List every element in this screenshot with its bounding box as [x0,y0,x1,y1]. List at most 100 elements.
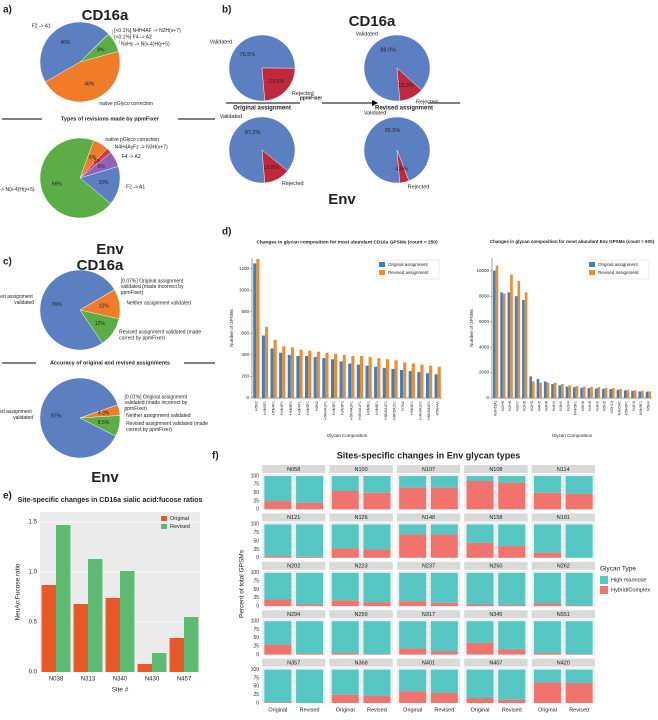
facet-label: N345 [489,612,502,618]
slice-name-label: [0.01%] Original assignment validated (m… [125,395,189,413]
bar [420,364,424,398]
facet-label: N191 [557,515,570,521]
bar [368,357,372,398]
facet-label: N420 [557,660,570,666]
slice-name-label: Rejected [282,181,304,187]
y-tick-label: 0 [256,604,259,610]
legend-box [586,259,650,280]
bar [500,292,503,398]
x-tick-label: H3N4F1 [298,401,302,415]
bar [322,358,326,398]
bar-segment [363,492,391,510]
legend-swatch [161,524,167,529]
bar [382,367,386,398]
x-tick-label: N2H6 [523,401,527,411]
bar [88,559,103,672]
bar-segment [296,502,324,510]
x-axis-label: Site # [112,687,129,694]
leader-line [112,30,114,38]
pie-slice [396,67,422,102]
bar-segment [331,694,359,703]
bar [408,371,412,398]
x-tick-label: Revised [367,707,387,713]
slice-value-label: 15% [99,180,110,186]
facet-strip [531,513,595,522]
bar-segment [331,491,359,510]
pie-slice [261,67,296,102]
bar-segment [565,653,593,655]
y-tick-label: 4000 [479,344,490,349]
bar [580,387,583,398]
bar-segment [331,652,359,655]
slice-value-label: 12% [95,321,106,327]
facet-label: N262 [557,564,570,570]
x-tick-label: H5N3F1 [410,401,414,415]
bar-segment [296,556,324,558]
bar-segment [331,669,359,695]
bar [633,390,637,398]
facet-strip [464,561,528,570]
y-tick-label: 100 [251,619,260,625]
bar [558,385,562,398]
bar [377,358,381,398]
bar-segment [399,648,427,655]
facet-strip [396,561,461,570]
bar-segment [533,572,561,604]
x-tick-label: Revised [300,707,320,713]
bar-segment [296,604,324,607]
bar-segment [430,476,458,488]
bar-segment [296,621,324,654]
bar-segment [331,548,359,558]
slice-value-label: 88.0% [380,48,396,54]
x-tick-label: N430 [145,677,160,683]
y-tick-label: 50 [253,684,259,690]
bar [287,354,291,398]
x-tick-label: N2H10 [610,401,614,413]
x-tick-label: N2H4 [566,401,570,411]
bar [359,356,364,398]
y-tick-label: 0.5 [29,620,38,626]
facet-strip [531,610,595,619]
bar-segment [533,652,561,655]
facet-strip [531,658,595,667]
leader-line [123,409,126,416]
heading: ppmFixer [300,95,323,101]
slice-name-label: Original & revised assignment validated [0,295,34,307]
bar-segment [264,599,292,607]
bar-segment [565,572,593,606]
x-tick-label: N2H9 [501,401,505,411]
x-tick-label: Revised [569,707,589,713]
bar-segment [331,476,359,492]
pie-slice [79,309,120,344]
panel-label: b) [222,5,231,16]
facet-strip [396,513,461,522]
bar [270,348,274,398]
y-tick-label: 75 [253,530,259,536]
bar-segment [498,649,526,655]
legend-label: Hybrid/Complex [611,587,650,593]
bar [434,374,438,398]
facet-label: N223 [355,564,368,570]
bar [568,385,571,398]
bar [273,339,277,398]
bar [120,571,135,672]
bar-segment [565,682,593,703]
bar [553,382,557,398]
x-axis-label: Glycan Composition [327,433,368,438]
bar-segment [498,546,526,558]
bar [502,293,506,398]
leader-line [118,39,121,45]
bar-segment [363,653,391,655]
bar [582,386,586,398]
slice-value-label: 4.5% [395,167,408,173]
slice-name-label: Neither assignment validated [126,300,191,306]
bar [507,292,511,398]
bar-segment [466,697,494,703]
bar-segment [498,699,526,703]
bar [417,372,421,398]
bar [522,300,525,398]
bar-segment [399,534,427,558]
slice-value-label: 2% [94,159,102,165]
heading: Revised assignment [375,106,433,112]
